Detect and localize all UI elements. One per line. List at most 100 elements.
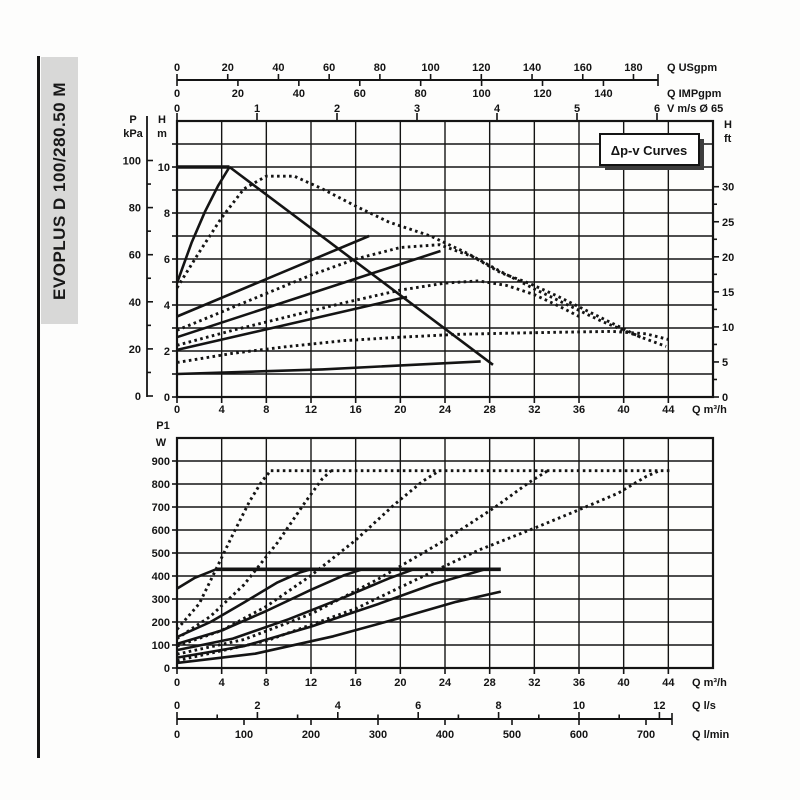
tick-label: 140 [523,62,541,74]
tick-label: 36 [573,677,585,689]
series-p1-curve-2 [176,568,363,646]
tick-label: 6 [164,254,170,266]
tick-label: 40 [129,297,141,309]
tick-label: 28 [484,404,496,416]
series-dpv-power-5 [176,469,660,663]
pump-model-label: EVOPLUS D 100/280.50 M [49,81,69,300]
tick-label: 6 [415,700,421,712]
tick-label: 12 [305,677,317,689]
tick-label: 500 [503,729,521,741]
tick-label: 120 [533,88,551,100]
tick-label: 80 [374,62,386,74]
series-dpv-power-4 [176,469,549,656]
tick-label: 800 [152,479,170,491]
tick-label: 200 [302,729,320,741]
series-dpv-curve-3 [176,279,580,347]
series-dpv-power-1 [175,469,272,631]
tick-label: P1 [156,420,169,432]
tick-label: 20 [232,88,244,100]
tick-label: W [156,437,167,449]
tick-label: 28 [484,677,496,689]
tick-label: V m/s Ø 65 [667,103,723,115]
dpv-curves-annotation: Δp-v Curves [599,133,704,170]
power-chart-grid [175,436,715,670]
tick-label: 6 [654,103,660,115]
series-p1-curve-3 [176,568,415,652]
tick-label: 8 [263,677,269,689]
head-chart-bottom-axis: 0 4 8 12 16 20 24 28 32 36 40 44 Q m³/h [174,397,727,416]
tick-label: 3 [414,103,420,115]
tick-label: 12 [653,700,665,712]
head-chart-series [175,165,669,376]
tick-label: 0 [135,391,141,403]
tick-label: 20 [222,62,234,74]
tick-label: 60 [354,88,366,100]
tick-label: 8 [496,700,502,712]
tick-label: 1 [254,103,260,115]
tick-label: P [129,114,136,126]
tick-label: 0 [174,729,180,741]
tick-label: 5 [722,357,728,369]
tick-label: 10 [573,700,585,712]
tick-label: 0 [174,103,180,115]
tick-label: m [157,128,167,140]
tick-label: 2 [254,700,260,712]
series-setpoint-line-4 [176,360,481,376]
tick-label: 160 [574,62,592,74]
tick-label: 25 [722,217,734,229]
tick-label: 700 [152,502,170,514]
series-max-speed-curve [228,165,494,366]
tick-label: 300 [152,594,170,606]
series-setpoint-line-2 [176,249,441,339]
tick-label: ft [724,133,732,145]
tick-label: 100 [123,156,141,168]
tick-label: Q USgpm [667,62,717,74]
tick-label: H [724,119,732,131]
tick-label: 20 [394,404,406,416]
tick-label: 100 [235,729,253,741]
tick-label: 100 [152,640,170,652]
tick-label: 12 [305,404,317,416]
series-dpv-power-2 [176,469,333,640]
tick-label: 100 [421,62,439,74]
tick-label: 40 [272,62,284,74]
tick-label: Q l/s [692,700,716,712]
series-dpv-power-3 [176,469,441,648]
tick-label: 10 [722,322,734,334]
series-p1-rise-max [176,568,217,590]
tick-label: 60 [129,250,141,262]
tick-label: 0 [174,700,180,712]
power-chart-series [175,469,672,665]
tick-label: 24 [439,404,452,416]
tick-label: 900 [152,456,170,468]
tick-label: 180 [624,62,642,74]
tick-label: 15 [722,287,734,299]
tick-label: 4 [219,677,226,689]
tick-label: 5 [574,103,580,115]
tick-label: 0 [722,392,728,404]
tick-label: 60 [323,62,335,74]
tick-label: 4 [494,103,501,115]
tick-label: 44 [662,404,675,416]
tick-label: 20 [394,677,406,689]
series-dpv-curve-4 [176,329,669,364]
tick-label: 20 [129,344,141,356]
tick-label: 600 [570,729,588,741]
tick-label: 40 [618,404,630,416]
series-p1-curve-1 [176,568,312,639]
tick-label: 600 [152,525,170,537]
tick-label: 0 [174,88,180,100]
series-dpv-curve-1 [175,174,667,348]
tick-label: 16 [350,404,362,416]
power-chart-bottom-axes: 0 4 8 12 16 20 24 28 32 36 40 44 Q m³/h0 2 4 6 8 10 12 Q l/… [174,668,730,741]
tick-label: 44 [662,677,675,689]
tick-label: 40 [293,88,305,100]
power-chart-left-axis: 0 100 200 300 400 500 600 700 800 900 P1 W [152,420,177,675]
tick-label: 32 [528,404,540,416]
series-setpoint-line-1 [176,234,370,318]
tick-label: 400 [436,729,454,741]
tick-label: 4 [164,300,171,312]
series-pv-rise-max [175,166,231,284]
